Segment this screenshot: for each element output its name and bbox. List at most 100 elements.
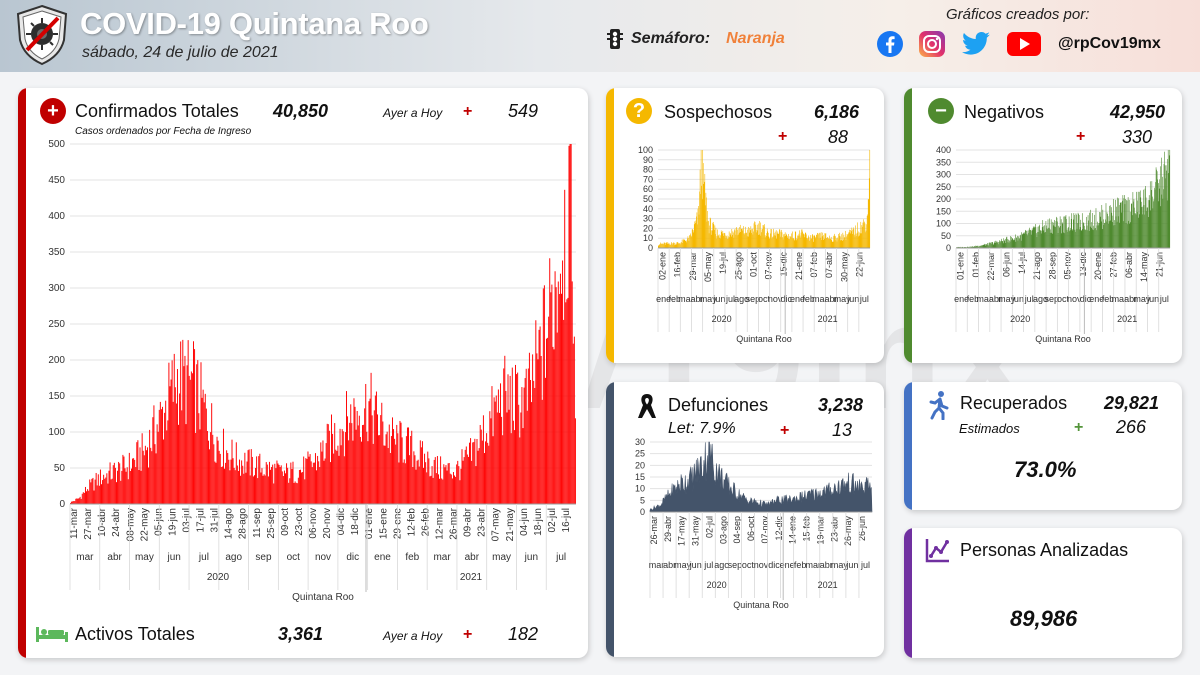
- bar: [996, 242, 997, 248]
- month-label: nov: [315, 552, 331, 563]
- bar: [852, 229, 854, 248]
- bar: [862, 226, 863, 248]
- bar: [731, 228, 733, 248]
- bar: [797, 238, 799, 248]
- bar: [1166, 200, 1168, 248]
- bar: [985, 245, 987, 248]
- bar: [173, 353, 175, 504]
- bar: [784, 233, 785, 248]
- bar: [362, 425, 364, 504]
- bar: [1114, 220, 1115, 248]
- youtube-icon[interactable]: [1006, 31, 1042, 57]
- bar: [794, 240, 795, 248]
- x-tick-label: 28-sep: [1047, 252, 1057, 280]
- bar: [1023, 232, 1025, 248]
- bar: [685, 240, 687, 248]
- semaforo-label: Semáforo:: [631, 30, 711, 47]
- bar: [1074, 214, 1075, 248]
- bar: [490, 418, 492, 504]
- bar: [684, 241, 686, 248]
- social-handle[interactable]: @rpCov19mx: [1058, 35, 1161, 52]
- bar: [1144, 188, 1146, 248]
- instagram-icon[interactable]: [918, 30, 946, 58]
- bar: [144, 445, 146, 504]
- bar: [687, 238, 688, 248]
- bar: [197, 360, 199, 504]
- bar: [1006, 237, 1007, 248]
- bar: [830, 236, 832, 248]
- x-tick-label: 23-abr: [477, 507, 488, 537]
- bar: [137, 440, 139, 504]
- bar: [295, 482, 297, 504]
- bar: [860, 221, 862, 248]
- bar: [694, 221, 696, 248]
- bar: [1135, 213, 1136, 248]
- bar: [1098, 222, 1100, 248]
- bar: [1025, 229, 1026, 248]
- twitter-icon[interactable]: [960, 30, 992, 58]
- bar: [431, 466, 433, 504]
- bar: [809, 239, 811, 248]
- traffic-light-icon: [607, 29, 623, 49]
- x-tick-label: 18-dic: [350, 508, 361, 535]
- x-tick-label: 31-may: [691, 516, 701, 547]
- bar: [435, 473, 437, 504]
- bar: [668, 243, 669, 248]
- bar: [474, 438, 476, 504]
- bar: [734, 229, 735, 248]
- bar: [1130, 222, 1132, 248]
- y-tick-label: 0: [640, 507, 645, 517]
- bar: [847, 234, 849, 248]
- bar: [360, 441, 362, 504]
- bar: [759, 234, 761, 248]
- bar: [290, 462, 292, 504]
- bar: [1137, 191, 1139, 248]
- bar: [1041, 230, 1042, 248]
- bar: [277, 463, 279, 504]
- bar: [397, 433, 399, 504]
- bar: [439, 478, 441, 504]
- bar: [822, 235, 824, 248]
- bar: [1035, 227, 1037, 248]
- bar: [1146, 211, 1147, 248]
- bar: [1162, 176, 1163, 248]
- x-tick-label: 21-ene: [794, 252, 804, 280]
- bar: [1043, 230, 1045, 248]
- x-tick-label: 16-jul: [561, 508, 572, 532]
- bar: [1001, 241, 1003, 248]
- bar: [318, 461, 320, 504]
- chart-note: Casos ordenados por Fecha de Ingreso: [75, 126, 252, 137]
- bar: [1106, 212, 1108, 248]
- bar: [1076, 228, 1078, 248]
- year-label: 2021: [1117, 314, 1137, 324]
- bar: [404, 463, 406, 504]
- bar: [537, 359, 539, 504]
- increment-plus: +: [1076, 128, 1086, 145]
- bar: [381, 402, 383, 504]
- bar: [861, 225, 863, 248]
- facebook-icon[interactable]: [876, 30, 904, 58]
- bar: [705, 192, 707, 248]
- bar: [982, 245, 984, 248]
- bar: [709, 225, 710, 248]
- bar: [1034, 226, 1036, 248]
- month-label: dic: [346, 552, 359, 563]
- month-label: jun: [712, 294, 725, 304]
- bar: [314, 453, 316, 504]
- y-tick-label: 500: [48, 139, 65, 150]
- bar: [418, 466, 420, 504]
- bar: [370, 372, 372, 504]
- bar: [297, 477, 299, 504]
- bar: [536, 353, 538, 504]
- semaforo-value: Naranja: [726, 30, 785, 47]
- bar: [1067, 227, 1069, 248]
- bar: [812, 235, 814, 248]
- bar: [149, 429, 151, 504]
- bar: [1021, 233, 1023, 248]
- y-tick-label: 350: [48, 247, 65, 258]
- bar: [190, 371, 192, 504]
- bar: [428, 458, 430, 504]
- bar: [660, 242, 661, 248]
- minus-circle-icon: −: [928, 98, 954, 124]
- bar: [547, 337, 549, 504]
